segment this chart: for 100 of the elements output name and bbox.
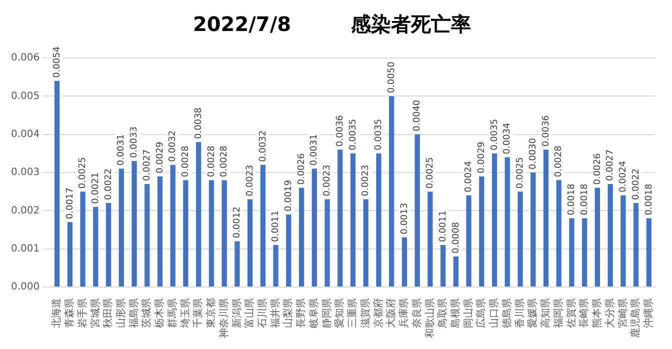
bar: [350, 153, 356, 286]
x-tick-label: 徳島県: [500, 298, 513, 328]
data-label: 0.0022: [631, 168, 642, 200]
bar: [530, 172, 536, 286]
x-tick-label: 佐賀県: [565, 298, 578, 328]
x-tick-label: 北海道: [50, 298, 63, 328]
bar: [376, 153, 382, 286]
x-tick-label: 岡山県: [462, 298, 474, 328]
x-tick-label: 京都府: [372, 298, 384, 328]
bar: [633, 203, 639, 286]
bar: [157, 176, 163, 286]
x-tick-label: 富山県: [244, 298, 256, 328]
data-label: 0.0019: [284, 180, 294, 212]
x-tick-label: 愛知県: [334, 298, 346, 328]
x-tick-label: 埼玉県: [179, 298, 192, 329]
data-label: 0.0035: [490, 118, 500, 150]
bar: [402, 237, 408, 286]
x-tick-label: 神奈川県: [218, 298, 230, 338]
bar: [440, 245, 446, 286]
data-label: 0.0023: [361, 164, 372, 196]
x-tick-label: 島根県: [450, 298, 462, 328]
y-tick-label: 0.003: [10, 167, 40, 178]
bar: [414, 134, 420, 286]
bar: [247, 199, 253, 286]
x-tick-label: 栃木県: [154, 298, 166, 328]
x-tick-label: 奈良県: [410, 298, 423, 328]
data-label: 0.0012: [232, 206, 243, 238]
bar: [298, 188, 304, 286]
data-label: 0.0028: [220, 145, 230, 178]
data-label: 0.0030: [528, 138, 538, 170]
data-label: 0.0036: [541, 114, 552, 147]
x-tick-label: 青森県: [64, 298, 76, 328]
bar: [518, 192, 523, 286]
data-label: 0.0008: [451, 222, 462, 254]
x-tick-label: 静岡県: [320, 298, 333, 328]
data-label: 0.0025: [426, 157, 436, 189]
x-tick-label: 宮城県: [89, 298, 102, 328]
x-tick-label: 長野県: [296, 298, 308, 328]
x-tick-label: 鹿児島県: [630, 298, 642, 338]
bar: [582, 218, 588, 286]
chart-title: 2022/7/8 感染者死亡率: [192, 12, 472, 36]
data-label: 0.0040: [412, 100, 423, 132]
data-label: 0.0017: [65, 188, 76, 220]
bar: [608, 184, 613, 286]
bar: [106, 203, 112, 286]
bar: [504, 157, 510, 286]
y-tick-label: 0.005: [10, 90, 40, 102]
data-label: 0.0018: [644, 184, 654, 216]
x-tick-label: 福井県: [269, 298, 282, 328]
data-label: 0.0025: [78, 157, 88, 189]
x-tick-label: 岩手県: [76, 298, 88, 328]
y-tick-label: 0.006: [10, 52, 40, 64]
bar: [273, 245, 278, 286]
data-label: 0.0018: [580, 184, 590, 216]
bar: [286, 214, 292, 286]
y-tick-label: 0.001: [10, 243, 40, 254]
bar: [569, 218, 574, 286]
data-label: 0.0013: [400, 202, 410, 234]
data-label: 0.0025: [516, 157, 526, 189]
x-tick-label: 宮崎県: [616, 298, 629, 328]
data-label: 0.0034: [502, 122, 513, 154]
bar: [170, 164, 176, 286]
y-tick-label: 0.000: [10, 282, 40, 293]
bar: [363, 199, 368, 286]
y-tick-label: 0.002: [10, 205, 40, 216]
x-tick-label: 広島県: [475, 298, 488, 328]
x-tick-label: 熊本県: [591, 298, 604, 328]
bar: [312, 168, 317, 286]
data-label: 0.0054: [52, 46, 62, 78]
x-tick-label: 山梨県: [282, 298, 294, 328]
bar: [492, 153, 498, 286]
bar: [183, 180, 188, 286]
bar: [118, 168, 124, 286]
bar: [389, 96, 394, 286]
x-tick-label: 長崎県: [578, 298, 590, 328]
data-label: 0.0026: [296, 153, 307, 185]
bar: [234, 241, 240, 286]
bar: [80, 192, 86, 286]
data-label: 0.0033: [130, 126, 140, 158]
x-tick-label: 東京都: [205, 298, 218, 328]
data-label: 0.0036: [335, 114, 346, 147]
x-tick-label: 群馬県: [166, 298, 178, 328]
x-tick-label: 滋賀県: [359, 298, 372, 328]
x-tick-label: 鳥取県: [436, 298, 449, 329]
x-tick-label: 新潟県: [230, 298, 243, 328]
data-label: 0.0011: [438, 210, 448, 242]
data-label: 0.0035: [374, 118, 384, 150]
bar: [646, 218, 652, 286]
bar: [428, 192, 433, 286]
data-label: 0.0024: [464, 160, 474, 192]
data-label: 0.0026: [592, 153, 603, 185]
x-tick-label: 福島県: [128, 298, 140, 328]
data-label: 0.0011: [271, 210, 282, 242]
bar: [338, 150, 343, 286]
bar: [324, 199, 330, 286]
data-label: 0.0028: [181, 145, 192, 178]
bar: [222, 180, 227, 286]
data-label: 0.0031: [116, 134, 127, 166]
data-label: 0.0050: [386, 61, 397, 94]
x-tick-label: 愛媛県: [526, 298, 539, 328]
